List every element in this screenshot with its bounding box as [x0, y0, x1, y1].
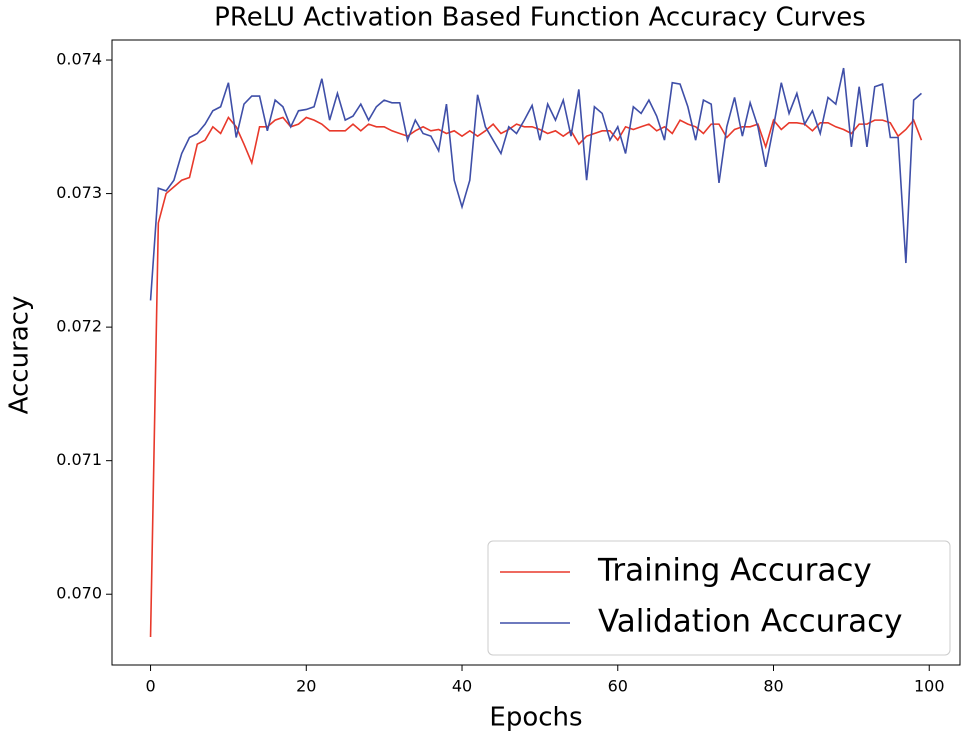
y-tick-label: 0.074: [56, 50, 102, 69]
x-tick-label: 40: [452, 677, 472, 696]
x-tick-label: 100: [914, 677, 945, 696]
y-axis-label: Accuracy: [5, 296, 35, 415]
x-tick-label: 0: [145, 677, 155, 696]
series-line: [149, 67, 922, 301]
chart-title: PReLU Activation Based Function Accuracy…: [214, 3, 866, 33]
x-tick-label: 60: [608, 677, 628, 696]
series-line: [149, 115, 923, 637]
x-tick-label: 20: [296, 677, 316, 696]
x-axis-label: Epochs: [489, 703, 582, 733]
y-tick-label: 0.073: [56, 183, 102, 202]
legend-label: Validation Accuracy: [598, 604, 902, 640]
y-tick-label: 0.071: [56, 450, 102, 469]
legend-label: Training Accuracy: [597, 553, 872, 589]
y-tick-label: 0.072: [56, 317, 102, 336]
x-tick-label: 80: [763, 677, 783, 696]
y-tick-label: 0.070: [56, 584, 102, 603]
legend-box: [487, 540, 951, 656]
plot-frame: [111, 39, 961, 666]
